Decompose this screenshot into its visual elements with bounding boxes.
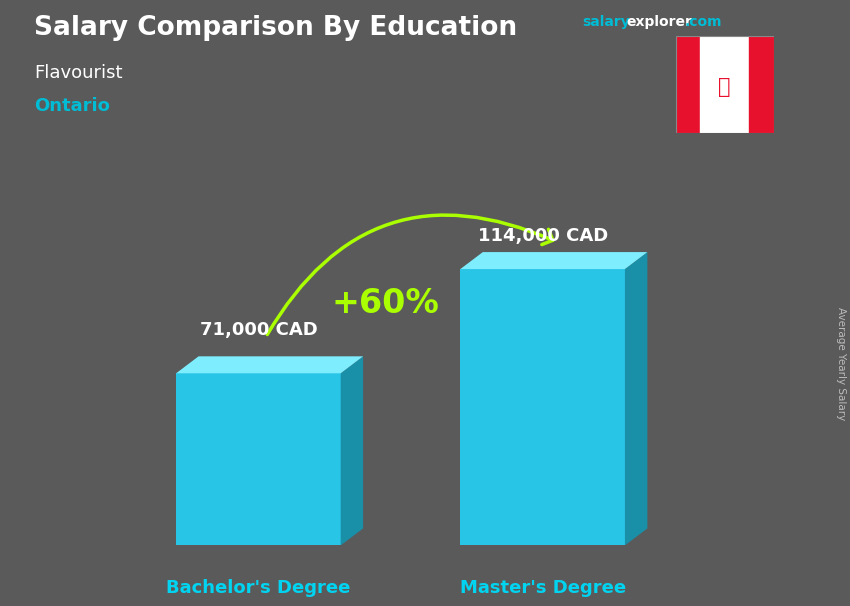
Text: Master's Degree: Master's Degree xyxy=(460,579,626,598)
Bar xyxy=(676,36,700,133)
Text: Bachelor's Degree: Bachelor's Degree xyxy=(167,579,350,598)
Text: 114,000 CAD: 114,000 CAD xyxy=(478,227,608,245)
Polygon shape xyxy=(176,373,341,545)
Text: 🍁: 🍁 xyxy=(718,77,731,98)
Polygon shape xyxy=(341,356,363,545)
Polygon shape xyxy=(176,356,363,373)
Text: explorer: explorer xyxy=(626,15,692,29)
Polygon shape xyxy=(625,252,648,545)
Text: Ontario: Ontario xyxy=(34,97,110,115)
Text: +60%: +60% xyxy=(332,287,439,319)
Text: salary: salary xyxy=(582,15,630,29)
Text: Flavourist: Flavourist xyxy=(34,64,122,82)
Polygon shape xyxy=(461,269,625,545)
Text: 71,000 CAD: 71,000 CAD xyxy=(200,321,317,339)
Text: Average Yearly Salary: Average Yearly Salary xyxy=(836,307,846,420)
FancyArrowPatch shape xyxy=(267,215,552,335)
Text: Salary Comparison By Education: Salary Comparison By Education xyxy=(34,15,517,41)
Bar xyxy=(749,36,774,133)
Bar xyxy=(700,36,749,133)
Text: .com: .com xyxy=(684,15,722,29)
Polygon shape xyxy=(461,252,648,269)
